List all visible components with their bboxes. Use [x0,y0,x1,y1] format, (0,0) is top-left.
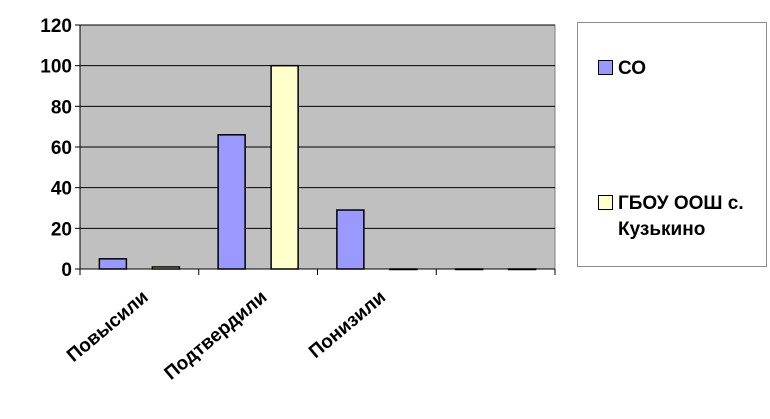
legend-label-so: СО [618,58,647,79]
category-label: Подтвердили [161,287,272,385]
legend-swatch-so [598,60,613,75]
legend-item-gbou: ГБОУ ООШ с. Кузькино [598,191,744,243]
y-tick-label: 0 [61,260,72,281]
bar-so-1 [217,134,246,270]
legend: СО ГБОУ ООШ с. Кузькино [577,22,767,267]
bar-gbou-1 [270,64,299,270]
bar-gbou-2 [389,268,418,271]
bar-gbou-0 [151,266,181,270]
bar-so-2 [336,209,365,270]
category-label: Повысили [63,287,152,367]
y-tick-label: 20 [51,219,72,240]
y-tick-label: 60 [51,138,72,159]
legend-swatch-gbou [598,195,613,210]
y-tick-label: 40 [51,179,72,200]
y-tick-label: 120 [40,16,72,37]
y-tick-label: 100 [40,57,72,78]
legend-label-gbou: ГБОУ ООШ с. Кузькино [618,193,744,240]
bar-so-0 [98,258,128,270]
y-tick-label: 80 [51,97,72,118]
bar-so-3 [454,268,484,271]
legend-item-so: СО [598,56,646,82]
category-label: Понизили [305,287,390,363]
bar-gbou-3 [507,268,537,271]
